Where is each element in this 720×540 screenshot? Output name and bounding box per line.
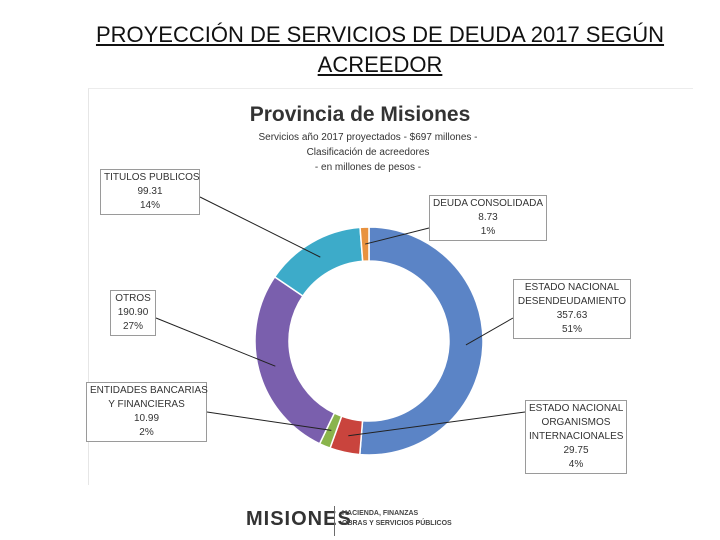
logo-wordmark: MISIONES [246,508,352,530]
data-label-estado-nacional-desendeudamiento: ESTADO NACIONAL DESENDEUDAMIENTO 357.63 … [513,279,631,339]
logo-divider [334,506,335,536]
logo-subtitle: HACIENDA, FINANZAS OBRAS Y SERVICIOS PÚB… [342,510,452,527]
chart-subtitle-line3: - en millones de pesos - [314,162,422,173]
chart-subtitle: Servicios año 2017 proyectados - $697 mi… [250,130,486,175]
leader-line-entidades-bancarias-y-financieras [206,411,332,431]
slide-title-line1: PROYECCIÓN DE SERVICIOS DE DEUDA 2017 SE… [95,22,665,47]
leader-line-deuda-consolidada [365,227,430,245]
chart-subtitle-line1: Servicios año 2017 proyectados - $697 mi… [258,132,478,143]
data-label-entidades-bancarias: ENTIDADES BANCARIAS Y FINANCIERAS 10.99 … [86,382,208,442]
leader-line-titulos-publicos [199,196,321,258]
data-label-deuda-consolidada: DEUDA CONSOLIDADA 8.73 1% [429,195,547,241]
donut-slice-deuda-consolidada [359,226,370,263]
chart-title: Provincia de Misiones [249,103,471,126]
slide-title-line2: ACREEDOR [317,52,443,77]
leader-line-estado-nacional-organismos-internacionales [348,411,526,437]
slide-title: PROYECCIÓN DE SERVICIOS DE DEUDA 2017 SE… [60,20,700,80]
data-label-otros: OTROS 190.90 27% [110,290,156,336]
chart-subtitle-line2: Clasificación de acreedores [306,147,430,158]
donut-slice-estado-nacional-desendeudamiento [358,226,484,456]
leader-line-otros [155,317,276,367]
donut-slice-titulos-publicos [273,226,364,298]
leader-line-estado-nacional-desendeudamiento [465,317,514,346]
data-label-organismos-internacionales: ESTADO NACIONAL ORGANISMOS INTERNACIONAL… [525,400,627,474]
data-label-titulos-publicos: TITULOS PUBLICOS 99.31 14% [100,169,200,215]
footer [0,494,720,540]
donut-slice-otros [254,275,336,445]
